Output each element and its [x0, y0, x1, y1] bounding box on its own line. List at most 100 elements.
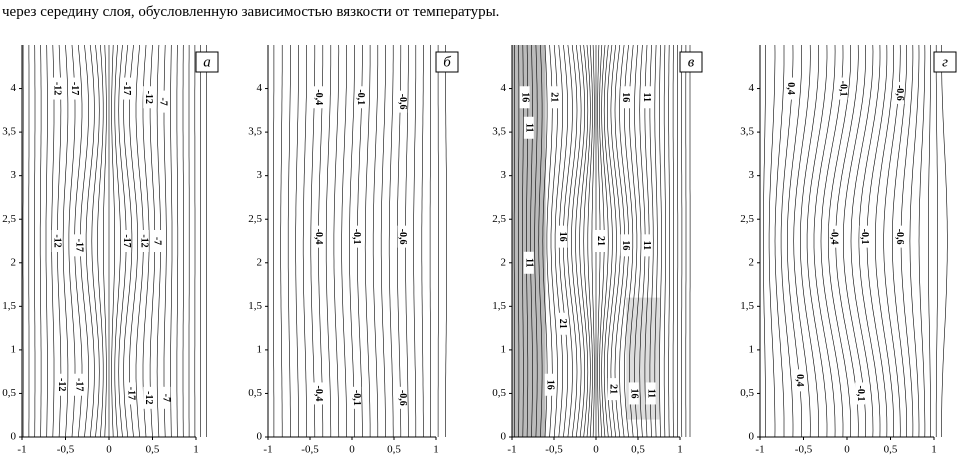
contour-line — [176, 45, 179, 437]
contour-label-bg — [595, 230, 606, 252]
contour-line — [858, 45, 881, 437]
contour-label: -17 — [69, 82, 80, 95]
contour-label: -12 — [52, 82, 63, 95]
contour-label-bg — [523, 251, 534, 274]
contour-line — [68, 45, 76, 437]
contour-label-bg — [859, 225, 870, 248]
y-tick-label: 0 — [11, 431, 17, 443]
contour-line — [34, 45, 36, 437]
contour-line — [542, 45, 548, 437]
contour-label-bg — [51, 77, 62, 100]
contour-label: -0,4 — [313, 89, 324, 105]
contour-label: -17 — [125, 387, 136, 400]
contour-line — [280, 45, 283, 437]
panel-label-box — [435, 51, 459, 73]
contour-line — [550, 45, 558, 437]
y-tick-label: 2,5 — [248, 213, 262, 225]
contour-line — [421, 45, 424, 437]
contour-label: 21 — [557, 319, 568, 329]
contour-label-bg — [351, 225, 362, 248]
contour-line — [372, 45, 379, 437]
contour-line — [883, 45, 901, 437]
contour-label-bg — [355, 86, 366, 109]
y-tick-label: 0,5 — [248, 387, 262, 399]
contour-label: -0,6 — [894, 229, 905, 245]
contour-label: -7 — [152, 237, 163, 245]
y-tick-label: 2 — [11, 256, 17, 268]
contour-line — [892, 45, 908, 437]
contour-line — [918, 45, 926, 437]
contour-label-bg — [641, 86, 652, 109]
x-tick-label: 0,5 — [387, 444, 401, 456]
contour-label-bg — [557, 225, 568, 248]
panel: -0,4 -0,1 -0,6 -0,4 -0,1 -0,6 -0,4 -0,1 -0,6 0 0,5… — [248, 45, 459, 456]
contour-label-bg — [855, 382, 866, 405]
x-tick-label: 0,5 — [631, 444, 645, 456]
contour-label: -17 — [73, 378, 84, 391]
contour-line — [91, 45, 100, 437]
contour-line — [380, 45, 386, 437]
contour-label-bg — [607, 378, 618, 401]
y-tick-label: 3 — [749, 169, 755, 181]
contour-label: -12 — [52, 234, 63, 247]
contour-label-bg — [620, 86, 631, 109]
contour-label: 21 — [608, 384, 619, 394]
contour-label-bg — [69, 77, 80, 100]
contour-line — [843, 45, 866, 437]
y-tick-label: 0 — [749, 431, 755, 443]
y-tick-label: 4 — [501, 82, 507, 94]
contour-line — [820, 45, 844, 437]
y-tick-label: 1 — [11, 343, 17, 355]
panel: 16 21 16 11 11 16 21 16 11 11 21 16 21 16 11 0 0,5 1 1,5 2 2… — [492, 45, 703, 456]
contour-label: -0,6 — [397, 390, 408, 406]
contour-label-bg — [351, 386, 362, 409]
contour-line — [325, 45, 332, 437]
contour-label-bg — [785, 77, 796, 100]
x-tick-label: 1 — [931, 444, 937, 456]
y-tick-label: 3 — [11, 169, 17, 181]
contour-label-bg — [73, 373, 84, 396]
contour-label: -0,1 — [859, 229, 870, 245]
contour-label-bg — [397, 90, 408, 113]
contour-line — [941, 45, 948, 437]
y-tick-label: 0 — [257, 431, 263, 443]
contour-line — [287, 45, 291, 437]
x-tick-label: -1 — [17, 444, 26, 456]
contour-label: -12 — [143, 91, 154, 104]
contour-label-bg — [160, 386, 171, 409]
contour-line — [111, 45, 115, 437]
contour-line — [768, 45, 776, 437]
contour-line — [603, 45, 613, 437]
contour-label: 16 — [620, 240, 631, 250]
contour-line — [123, 45, 133, 437]
contour-line — [413, 45, 417, 437]
contour-line — [429, 45, 431, 437]
contour-label: 16 — [620, 92, 631, 102]
contour-label: -12 — [139, 234, 150, 247]
contour-line — [579, 45, 589, 437]
contour-label-bg — [313, 86, 324, 109]
y-tick-label: 4 — [257, 82, 263, 94]
y-tick-label: 4 — [749, 82, 755, 94]
contour-label-bg — [645, 382, 656, 405]
contour-label-bg — [157, 90, 168, 113]
contours — [22, 45, 207, 437]
contour-line — [530, 45, 533, 437]
contour-line — [606, 45, 617, 437]
contour-label: -17 — [121, 82, 132, 95]
y-tick-label: 1,5 — [492, 300, 506, 312]
contour-line — [546, 45, 553, 437]
contour-label: 16 — [519, 92, 530, 102]
x-tick-label: 0 — [593, 444, 599, 456]
contour-line — [85, 45, 95, 437]
contour-label: -17 — [73, 239, 84, 252]
x-tick-label: 0 — [106, 444, 112, 456]
contour-label: 0,4 — [794, 374, 805, 387]
contour-line — [774, 45, 785, 437]
contour-label: 21 — [595, 236, 606, 246]
x-tick-label: 1 — [433, 444, 439, 456]
contour-label-bg — [549, 86, 559, 109]
contour-line — [534, 45, 538, 437]
contour-label: 0,4 — [785, 82, 796, 95]
y-tick-label: 1,5 — [740, 300, 754, 312]
